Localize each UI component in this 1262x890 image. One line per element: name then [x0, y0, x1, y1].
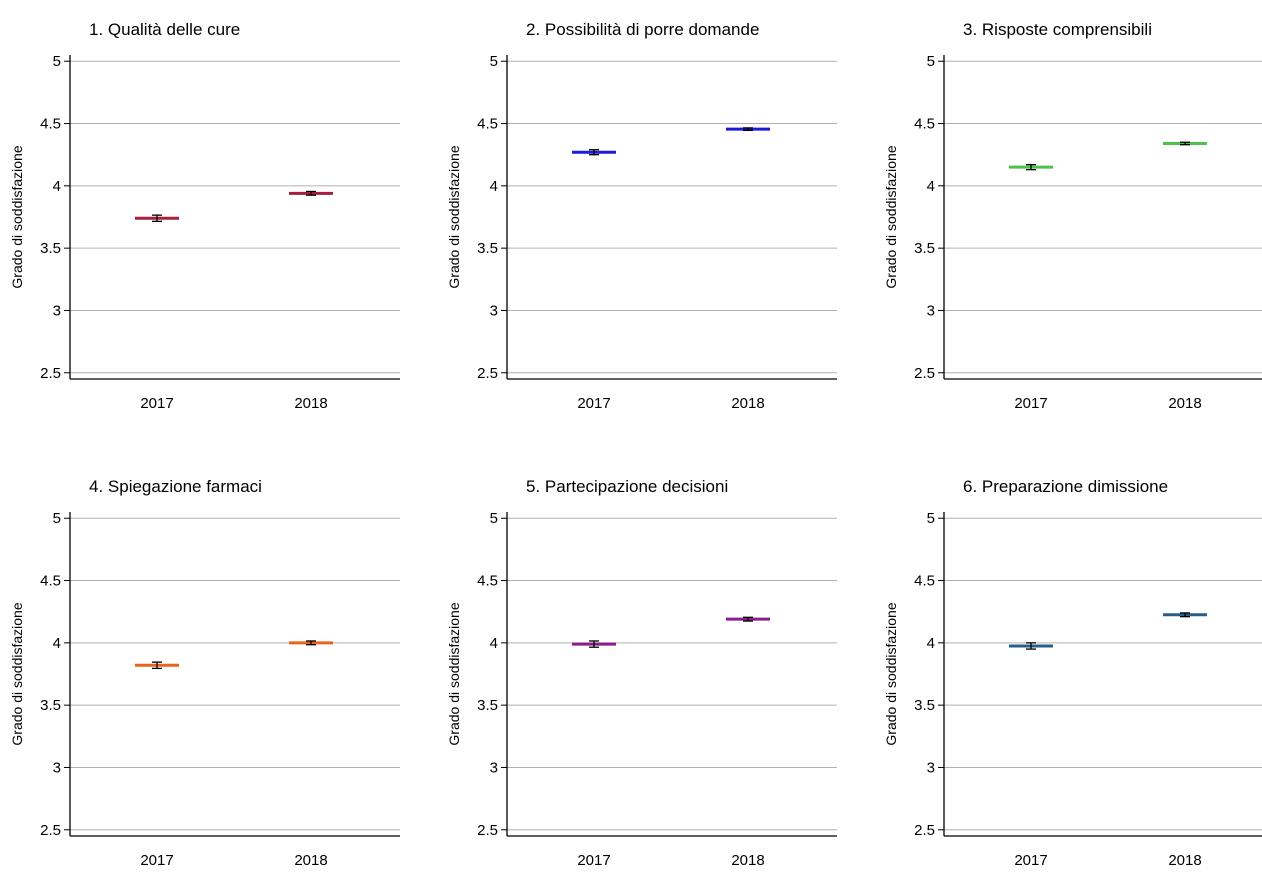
y-tick-label: 3.5: [914, 697, 935, 714]
chart-title: 6. Preparazione dimissione: [963, 477, 1168, 496]
chart-panel-6: 6. Preparazione dimissione 2.5 3 3.5 4 4.5 5 Gr…: [874, 457, 1262, 890]
chart-title: 2. Possibilità di porre domande: [526, 20, 759, 39]
y-tick-label: 3: [927, 302, 935, 319]
chart-panel-3: 3. Risposte comprensibili 2.5 3 3.5 4 4.5 5 Gra…: [874, 0, 1262, 433]
y-tick-label: 3: [53, 302, 61, 319]
chart-title: 5. Partecipazione decisioni: [526, 477, 728, 496]
y-tick-label: 4: [53, 178, 61, 195]
y-tick-label: 4: [490, 178, 498, 195]
y-tick-label: 4.5: [40, 573, 61, 590]
chart-panel-1: 1. Qualità delle cure 2.5 3 3.5 4 4.5 5 Grado d…: [0, 0, 420, 433]
chart-svg-3: 3. Risposte comprensibili 2.5 3 3.5 4 4.5 5 Gra…: [883, 20, 1262, 412]
chart-panel-4: 4. Spiegazione farmaci 2.5 3 3.5 4 4.5 5 Grado …: [0, 457, 420, 890]
y-axis-label: Grado di soddisfazione: [9, 602, 25, 745]
y-tick-label: 3: [490, 302, 498, 319]
chart-title: 1. Qualità delle cure: [89, 20, 240, 39]
y-tick-label: 4.5: [477, 573, 498, 590]
y-axis-label: Grado di soddisfazione: [9, 145, 25, 288]
y-tick-label: 3: [927, 759, 935, 776]
y-tick-label: 4: [53, 635, 61, 652]
y-tick-label: 4: [927, 635, 935, 652]
y-tick-label: 5: [490, 510, 498, 527]
x-tick-label: 2018: [1168, 852, 1201, 869]
x-tick-label: 2018: [294, 395, 327, 412]
y-tick-label: 5: [53, 510, 61, 527]
y-tick-label: 3: [53, 759, 61, 776]
y-axis-label: Grado di soddisfazione: [883, 145, 899, 288]
y-tick-label: 4: [490, 635, 498, 652]
y-tick-label: 2.5: [40, 822, 61, 839]
chart-title: 3. Risposte comprensibili: [963, 20, 1152, 39]
chart-panel-5: 5. Partecipazione decisioni 2.5 3 3.5 4 4.5 5 G…: [437, 457, 857, 890]
x-tick-label: 2018: [1168, 395, 1201, 412]
x-tick-label: 2017: [1014, 395, 1047, 412]
y-tick-label: 2.5: [477, 365, 498, 382]
x-tick-label: 2017: [140, 852, 173, 869]
x-tick-label: 2018: [731, 395, 764, 412]
y-tick-label: 4.5: [40, 116, 61, 133]
y-axis-label: Grado di soddisfazione: [883, 602, 899, 745]
y-tick-label: 3.5: [914, 240, 935, 257]
x-tick-label: 2017: [577, 395, 610, 412]
y-tick-label: 5: [53, 53, 61, 70]
chart-svg-4: 4. Spiegazione farmaci 2.5 3 3.5 4 4.5 5 Grado …: [9, 477, 400, 869]
chart-svg-2: 2. Possibilità di porre domande 2.5 3 3.5 4 4…: [446, 20, 837, 412]
y-tick-label: 2.5: [914, 822, 935, 839]
x-tick-label: 2017: [140, 395, 173, 412]
y-tick-label: 5: [490, 53, 498, 70]
chart-svg-6: 6. Preparazione dimissione 2.5 3 3.5 4 4.5 5 Gr…: [883, 477, 1262, 869]
y-tick-label: 4.5: [477, 116, 498, 133]
chart-title: 4. Spiegazione farmaci: [89, 477, 262, 496]
y-tick-label: 3.5: [477, 697, 498, 714]
y-axis-label: Grado di soddisfazione: [446, 602, 462, 745]
y-axis-label: Grado di soddisfazione: [446, 145, 462, 288]
y-tick-label: 3: [490, 759, 498, 776]
y-tick-label: 2.5: [914, 365, 935, 382]
y-tick-label: 2.5: [477, 822, 498, 839]
x-tick-label: 2018: [731, 852, 764, 869]
y-tick-label: 5: [927, 510, 935, 527]
chart-panel-2: 2. Possibilità di porre domande 2.5 3 3.5 4 4…: [437, 0, 857, 433]
chart-svg-1: 1. Qualità delle cure 2.5 3 3.5 4 4.5 5 Grado d…: [9, 20, 400, 412]
chart-grid: 1. Qualità delle cure 2.5 3 3.5 4 4.5 5 Grado d…: [0, 0, 1262, 869]
y-tick-label: 3.5: [40, 697, 61, 714]
y-tick-label: 4: [927, 178, 935, 195]
x-tick-label: 2017: [577, 852, 610, 869]
x-tick-label: 2017: [1014, 852, 1047, 869]
x-tick-label: 2018: [294, 852, 327, 869]
chart-svg-5: 5. Partecipazione decisioni 2.5 3 3.5 4 4.5 5 G…: [446, 477, 837, 869]
y-tick-label: 3.5: [477, 240, 498, 257]
y-tick-label: 3.5: [40, 240, 61, 257]
y-tick-label: 2.5: [40, 365, 61, 382]
y-tick-label: 5: [927, 53, 935, 70]
y-tick-label: 4.5: [914, 573, 935, 590]
y-tick-label: 4.5: [914, 116, 935, 133]
